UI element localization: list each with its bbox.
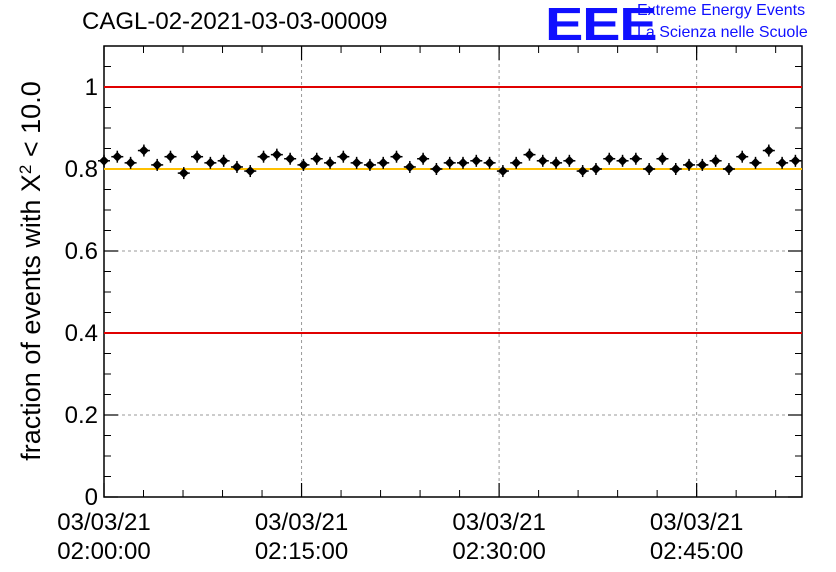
data-point [551, 157, 562, 168]
logo-text-line2: La Scienza nelle Scuole [637, 24, 808, 41]
data-point [444, 157, 455, 168]
data-point [205, 157, 216, 168]
data-point [524, 149, 535, 160]
data-point [484, 157, 495, 168]
data-point [178, 168, 189, 179]
data-point [763, 145, 774, 156]
data-point [271, 149, 282, 160]
y-tick-label: 0 [85, 484, 98, 511]
y-tick-label: 1 [85, 74, 98, 101]
data-point [125, 157, 136, 168]
data-point [112, 151, 123, 162]
logo-text-line1: Extreme Energy Events [637, 2, 806, 19]
plot-frame [103, 45, 803, 498]
data-point [378, 157, 389, 168]
data-point [710, 155, 721, 166]
data-point [285, 153, 296, 164]
y-tick-label: 0.4 [65, 320, 98, 347]
data-point [152, 159, 163, 170]
y-axis-label: fraction of events with X2 < 10.0 [16, 81, 47, 460]
data-point [431, 164, 442, 174]
data-point [750, 157, 761, 168]
data-point [165, 151, 176, 162]
data-point [577, 166, 588, 176]
data-point [258, 151, 269, 162]
x-tick-label-date: 03/03/21 [57, 509, 150, 536]
data-point [364, 159, 375, 170]
data-point [391, 151, 402, 162]
data-point [684, 159, 694, 170]
data-point [591, 164, 601, 174]
x-tick-label-date: 03/03/21 [255, 509, 348, 536]
data-point [564, 155, 575, 166]
data-point [192, 151, 203, 162]
data-point [723, 164, 734, 174]
data-point [325, 157, 335, 168]
data-point [458, 157, 468, 168]
x-tick-label-date: 03/03/21 [650, 509, 743, 536]
data-point [790, 155, 801, 166]
x-tick-label-time: 02:00:00 [57, 538, 150, 565]
y-tick-label: 0.8 [65, 156, 98, 183]
data-point [298, 159, 309, 170]
data-point [338, 151, 349, 162]
data-point [737, 151, 748, 162]
x-tick-label-time: 02:45:00 [650, 538, 743, 565]
data-point [418, 153, 429, 164]
x-tick-label-time: 02:30:00 [452, 538, 545, 565]
data-point [644, 164, 655, 174]
data-point [511, 157, 522, 168]
data-point [471, 155, 482, 166]
data-point [311, 153, 322, 164]
data-point [497, 166, 508, 176]
x-tick-label-date: 03/03/21 [452, 509, 545, 536]
data-point [604, 153, 615, 164]
data-point [99, 155, 109, 166]
y-tick-label: 0.2 [65, 402, 98, 429]
data-point [245, 166, 256, 176]
data-point [630, 153, 641, 164]
data-point [351, 157, 362, 168]
data-point [537, 155, 548, 166]
y-tick-label: 0.6 [65, 238, 98, 265]
data-point [617, 155, 628, 166]
data-point [218, 155, 229, 166]
data-point [670, 164, 681, 174]
data-point [697, 159, 708, 170]
data-point [657, 153, 668, 164]
eee-logo: EEE [545, 0, 658, 50]
data-point [138, 145, 149, 156]
x-tick-label-time: 02:15:00 [255, 538, 348, 565]
data-point [232, 162, 242, 172]
data-point [404, 162, 415, 172]
data-point [777, 157, 788, 168]
chart-title: CAGL-02-2021-03-03-00009 [82, 8, 388, 35]
